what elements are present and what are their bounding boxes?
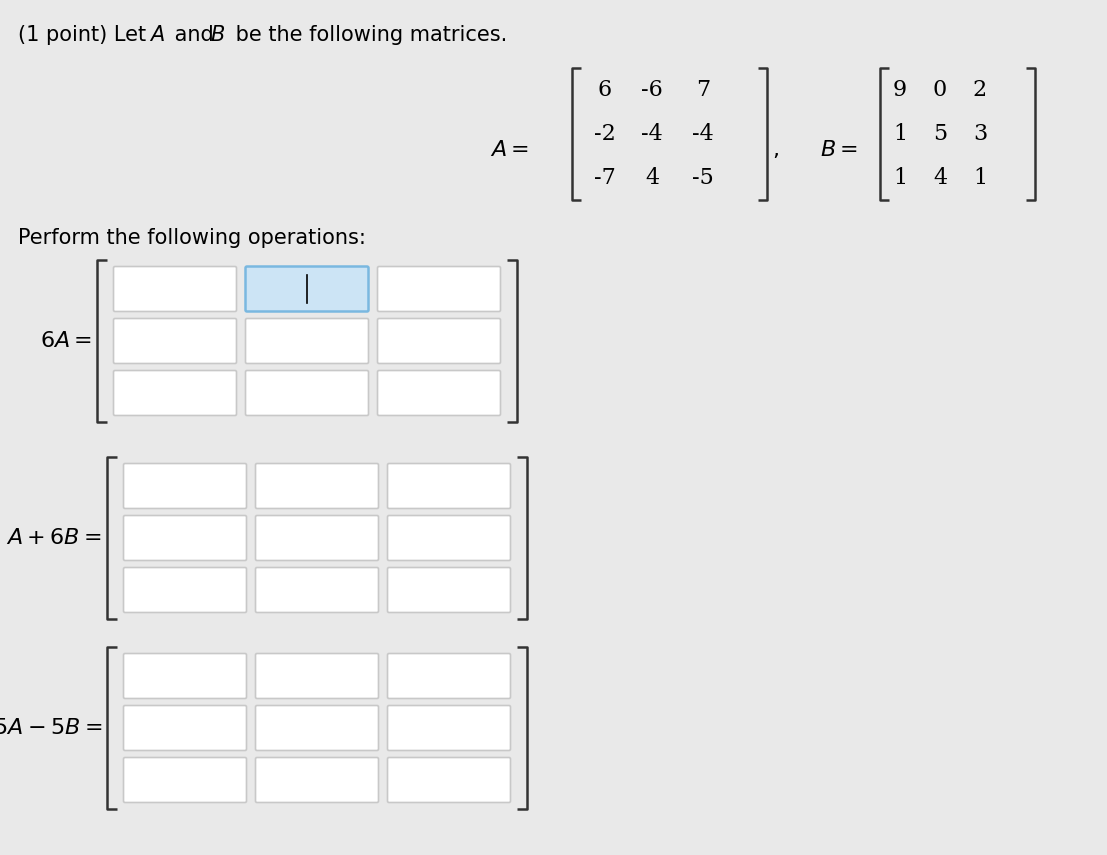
Text: $-5A - 5B =$: $-5A - 5B =$ [0, 717, 102, 739]
Text: 4: 4 [645, 167, 659, 189]
FancyBboxPatch shape [387, 705, 510, 751]
FancyBboxPatch shape [124, 516, 247, 561]
FancyBboxPatch shape [256, 705, 379, 751]
FancyBboxPatch shape [256, 758, 379, 803]
FancyBboxPatch shape [387, 758, 510, 803]
FancyBboxPatch shape [256, 568, 379, 612]
Text: 7: 7 [696, 79, 710, 101]
Text: -5: -5 [692, 167, 714, 189]
Text: 3: 3 [973, 123, 987, 145]
Text: 6: 6 [598, 79, 612, 101]
Text: and: and [168, 25, 220, 45]
Text: -4: -4 [692, 123, 714, 145]
FancyBboxPatch shape [377, 319, 500, 363]
Text: 1: 1 [893, 123, 907, 145]
FancyBboxPatch shape [114, 267, 237, 311]
FancyBboxPatch shape [377, 267, 500, 311]
FancyBboxPatch shape [124, 568, 247, 612]
Text: be the following matrices.: be the following matrices. [229, 25, 507, 45]
Text: $6A =$: $6A =$ [40, 330, 92, 352]
FancyBboxPatch shape [256, 463, 379, 509]
FancyBboxPatch shape [387, 516, 510, 561]
FancyBboxPatch shape [124, 705, 247, 751]
FancyBboxPatch shape [246, 319, 369, 363]
FancyBboxPatch shape [387, 653, 510, 699]
FancyBboxPatch shape [114, 370, 237, 416]
FancyBboxPatch shape [256, 653, 379, 699]
Text: -4: -4 [641, 123, 663, 145]
FancyBboxPatch shape [377, 370, 500, 416]
FancyBboxPatch shape [124, 758, 247, 803]
Text: -6: -6 [641, 79, 663, 101]
Text: 1: 1 [893, 167, 907, 189]
Text: 9: 9 [893, 79, 907, 101]
Text: 2: 2 [973, 79, 987, 101]
Text: $B$: $B$ [210, 25, 225, 45]
FancyBboxPatch shape [246, 370, 369, 416]
Text: -7: -7 [594, 167, 615, 189]
Text: (1 point) Let: (1 point) Let [18, 25, 153, 45]
Text: ,: , [772, 140, 779, 160]
Text: 4: 4 [933, 167, 948, 189]
Text: $B =$: $B =$ [820, 139, 858, 161]
FancyBboxPatch shape [256, 516, 379, 561]
FancyBboxPatch shape [124, 653, 247, 699]
FancyBboxPatch shape [387, 463, 510, 509]
Text: 0: 0 [933, 79, 948, 101]
Text: Perform the following operations:: Perform the following operations: [18, 228, 366, 248]
FancyBboxPatch shape [246, 267, 369, 311]
FancyBboxPatch shape [114, 319, 237, 363]
Text: -2: -2 [594, 123, 615, 145]
Text: $A =$: $A =$ [490, 139, 529, 161]
FancyBboxPatch shape [387, 568, 510, 612]
Text: $A + 6B =$: $A + 6B =$ [7, 527, 102, 549]
FancyBboxPatch shape [124, 463, 247, 509]
Text: $A$: $A$ [149, 25, 165, 45]
Text: 1: 1 [973, 167, 987, 189]
Text: 5: 5 [933, 123, 948, 145]
